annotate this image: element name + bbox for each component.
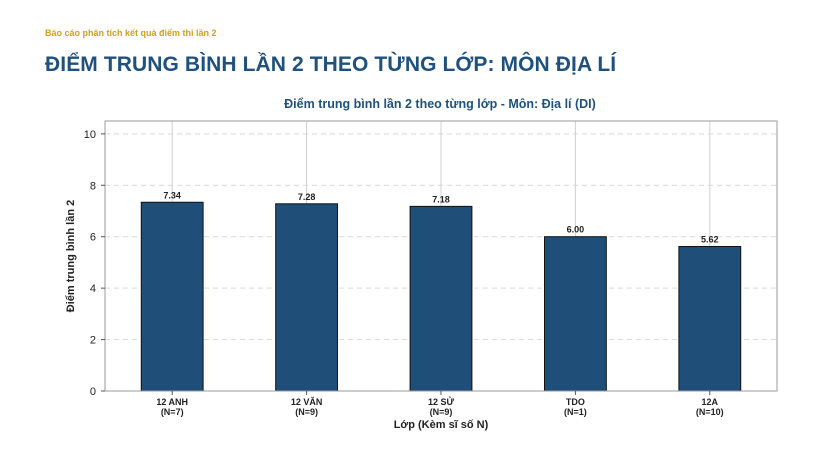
chart-title: Điểm trung bình lần 2 theo từng lớp - Mô… [284, 97, 596, 111]
x-tick-label: 12A [702, 397, 719, 407]
x-tick-label: TDO [566, 397, 585, 407]
value-label: 7.34 [163, 190, 181, 200]
y-tick-label: 6 [90, 232, 96, 244]
value-labels: 7.34 7.28 7.18 6.00 5.62 [163, 190, 718, 244]
y-axis-label: Điểm trung bình lần 2 [65, 200, 77, 312]
y-tick-label: 2 [90, 335, 96, 347]
x-ticks: 12 ANH(N=7)12 VĂN(N=9)12 SỬ(N=9)TDO(N=1)… [156, 391, 724, 417]
y-ticks: 0 2 4 6 8 10 [84, 129, 105, 398]
x-tick-label: 12 ANH [156, 397, 188, 407]
page-title: ĐIỂM TRUNG BÌNH LẦN 2 THEO TỪNG LỚP: MÔN… [45, 53, 617, 76]
y-tick-label: 4 [90, 283, 96, 295]
x-tick-label: 12 SỬ [428, 396, 455, 407]
x-tick-count: (N=1) [564, 407, 587, 417]
y-tick-label: 0 [90, 386, 96, 398]
y-tick-label: 10 [84, 129, 96, 141]
value-label: 7.18 [432, 194, 450, 204]
bars [140, 201, 742, 392]
value-label: 5.62 [701, 234, 719, 244]
bar [543, 236, 607, 392]
bar [140, 201, 204, 392]
x-tick-count: (N=10) [696, 407, 724, 417]
x-tick-count: (N=9) [430, 407, 453, 417]
y-tick-label: 8 [90, 180, 96, 192]
bar [678, 245, 742, 392]
report-kicker: Báo cáo phân tích kết quả điểm thi lần 2 [45, 28, 217, 38]
x-tick-count: (N=9) [295, 407, 318, 417]
bar [275, 203, 339, 392]
bar [409, 205, 473, 392]
x-tick-count: (N=7) [161, 407, 184, 417]
value-label: 7.28 [298, 192, 316, 202]
value-label: 6.00 [567, 225, 585, 235]
x-axis-label: Lớp (Kèm sĩ số N) [394, 419, 489, 431]
x-tick-label: 12 VĂN [291, 397, 323, 407]
